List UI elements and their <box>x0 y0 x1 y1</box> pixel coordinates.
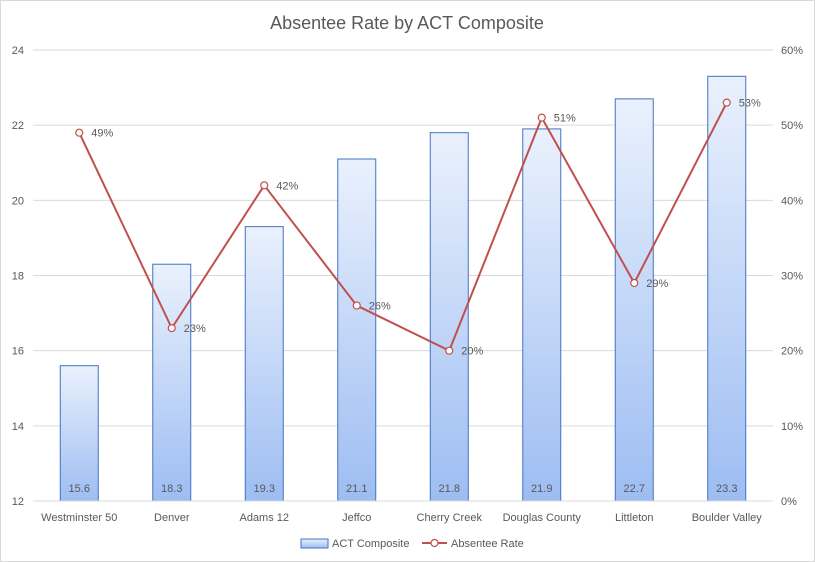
bar-value-label: 23.3 <box>716 483 737 495</box>
right-tick-label: 60% <box>781 45 803 57</box>
legend-label-line: Absentee Rate <box>451 538 524 550</box>
line-value-label: 51% <box>554 113 576 125</box>
line-series: 49% 23% 42% 26% 20% 51% 29% 53% <box>75 98 761 358</box>
legend-swatch-marker <box>430 538 439 548</box>
left-tick-label: 22 <box>12 120 24 132</box>
line-point <box>537 113 546 122</box>
bar-value-label: 18.3 <box>161 483 182 495</box>
bar <box>337 158 377 502</box>
legend-swatch-bar <box>300 538 329 549</box>
right-tick-label: 20% <box>781 346 803 358</box>
left-tick-label: 18 <box>12 271 24 283</box>
left-axis: 12 14 16 18 20 22 24 <box>12 45 24 508</box>
line-point <box>722 98 731 107</box>
line-value-label: 29% <box>646 278 668 290</box>
bar-series <box>59 75 747 502</box>
bar-value-label: 15.6 <box>69 483 90 495</box>
x-tick-label: Cherry Creek <box>417 512 483 524</box>
x-tick-label: Westminster 50 <box>41 512 117 524</box>
right-tick-label: 30% <box>781 271 803 283</box>
right-axis: 0% 10% 20% 30% 40% 50% 60% <box>781 45 803 508</box>
x-tick-label: Adams 12 <box>239 512 289 524</box>
bar-value-label: 19.3 <box>254 483 275 495</box>
left-tick-label: 12 <box>12 496 24 508</box>
right-tick-label: 50% <box>781 120 803 132</box>
line-value-label: 53% <box>739 98 761 110</box>
bar <box>614 98 654 502</box>
bar-value-label: 21.8 <box>439 483 460 495</box>
line-value-label: 20% <box>461 346 483 358</box>
bar-data-labels: 15.6 18.3 19.3 21.1 21.8 21.9 22.7 23.3 <box>69 483 738 495</box>
bar-value-label: 21.9 <box>531 483 552 495</box>
line-value-label: 42% <box>276 180 298 192</box>
line-value-label: 26% <box>369 301 391 313</box>
x-tick-label: Littleton <box>615 512 654 524</box>
bar <box>707 75 747 502</box>
line-value-label: 49% <box>91 128 113 140</box>
line-point <box>75 128 84 137</box>
legend-label-bar: ACT Composite <box>332 538 409 550</box>
bar-value-label: 21.1 <box>346 483 367 495</box>
bar <box>244 226 284 502</box>
line-value-label: 23% <box>184 323 206 335</box>
line-path <box>78 102 728 353</box>
x-tick-label: Boulder Valley <box>692 512 763 524</box>
chart-title: Absentee Rate by ACT Composite <box>270 13 544 33</box>
bar <box>59 365 99 502</box>
x-tick-label: Douglas County <box>503 512 582 524</box>
line-point <box>445 346 454 355</box>
right-tick-label: 0% <box>781 496 797 508</box>
x-tick-label: Denver <box>154 512 190 524</box>
right-tick-label: 40% <box>781 195 803 207</box>
left-tick-label: 14 <box>12 421 24 433</box>
gridlines <box>33 49 773 502</box>
line-point <box>630 278 639 288</box>
line-point <box>260 181 269 190</box>
x-axis: Westminster 50 Denver Adams 12 Jeffco Cherry… <box>33 500 773 524</box>
left-tick-label: 20 <box>12 195 24 207</box>
right-tick-label: 10% <box>781 421 803 433</box>
x-tick-label: Jeffco <box>342 512 371 524</box>
left-tick-label: 24 <box>12 45 24 57</box>
bar <box>522 128 562 502</box>
legend: ACT Composite Absentee Rate <box>300 538 524 550</box>
line-point <box>167 324 176 333</box>
bar-value-label: 22.7 <box>624 483 645 495</box>
line-point <box>352 301 361 310</box>
left-tick-label: 16 <box>12 346 24 358</box>
